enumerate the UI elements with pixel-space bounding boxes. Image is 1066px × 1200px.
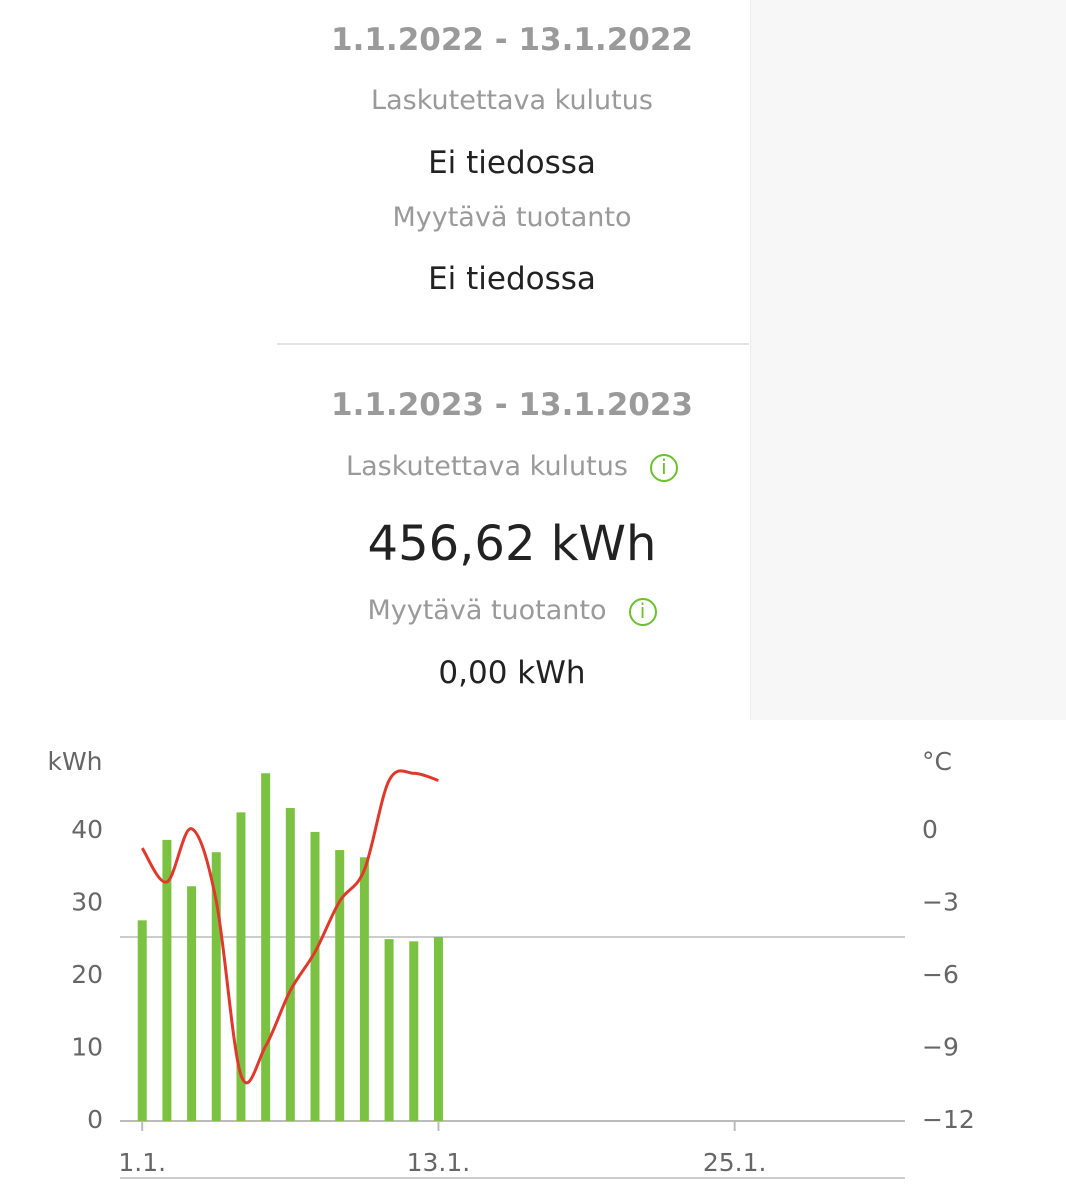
bar <box>261 773 271 1121</box>
label: Laskutettava kulutus <box>371 85 653 116</box>
chart: kWh °C 0 10 20 30 40 −12 −9 −6 −3 0 1.1. 13.1. 25.1. <box>47 747 975 1179</box>
y-tick-label: 40 <box>71 815 103 844</box>
y-tick-label: 30 <box>71 888 103 917</box>
divider <box>277 343 749 345</box>
x-tick-label: 25.1. <box>703 1148 767 1177</box>
label: Myytävä tuotanto <box>367 595 607 626</box>
info-icon[interactable]: i <box>649 453 678 482</box>
value: 456,62 kWh <box>367 516 657 572</box>
label-row: Myytävä tuotanto i <box>277 595 747 626</box>
label: Laskutettava kulutus <box>346 451 628 482</box>
bar <box>187 886 197 1121</box>
y2-tick-label: −6 <box>922 960 959 989</box>
y-tick-label: 10 <box>71 1033 103 1062</box>
bar <box>310 831 320 1121</box>
value: Ei tiedossa <box>428 261 596 297</box>
value: 0,00 kWh <box>438 655 586 691</box>
bar <box>162 839 172 1121</box>
bar <box>137 920 147 1121</box>
y-axis-label: kWh <box>47 747 102 776</box>
period-title: 1.1.2022 - 13.1.2022 <box>331 22 693 58</box>
info-icon[interactable]: i <box>628 597 657 626</box>
y2-tick-label: −3 <box>922 888 959 917</box>
y2-tick-label: 0 <box>922 815 938 844</box>
value: Ei tiedossa <box>428 145 596 181</box>
x-tick-label: 13.1. <box>407 1148 471 1177</box>
y2-axis-label: °C <box>922 747 952 776</box>
bar <box>359 857 369 1121</box>
y2-tick-label: −9 <box>922 1033 959 1062</box>
temperature-line <box>140 769 439 1085</box>
y-tick-label: 0 <box>87 1105 103 1134</box>
bar <box>211 852 221 1121</box>
bar <box>384 939 394 1121</box>
bar <box>335 850 345 1121</box>
bar <box>285 808 295 1121</box>
x-tick-label: 1.1. <box>118 1148 166 1177</box>
y-tick-label: 20 <box>71 960 103 989</box>
label-row: Laskutettava kulutus i <box>277 451 747 482</box>
y2-tick-label: −12 <box>922 1105 975 1134</box>
period-title: 1.1.2023 - 13.1.2023 <box>331 387 693 423</box>
bar <box>409 941 419 1121</box>
side-panel <box>750 0 1066 720</box>
bar <box>433 936 443 1121</box>
label: Myytävä tuotanto <box>392 202 632 233</box>
bar <box>236 812 246 1121</box>
